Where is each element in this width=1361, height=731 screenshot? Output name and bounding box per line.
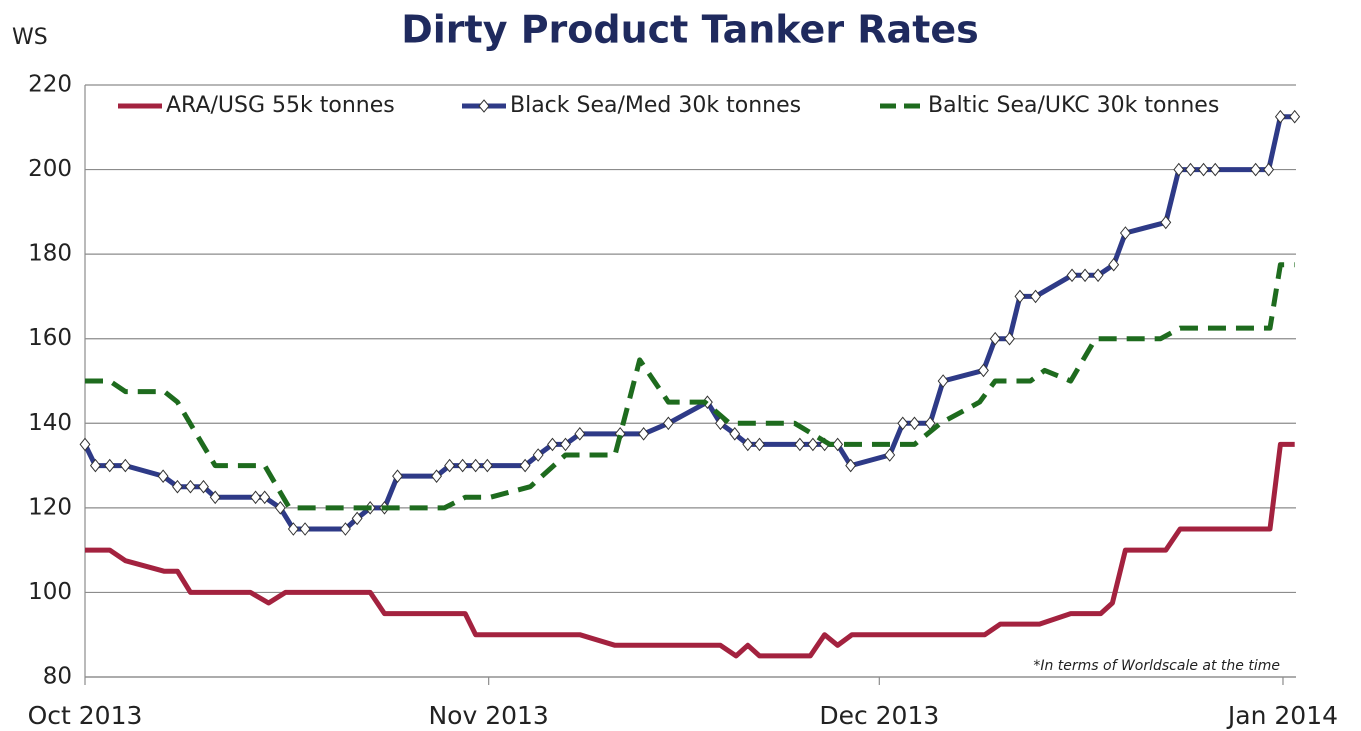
series-line <box>85 262 1295 511</box>
marker <box>1289 109 1301 124</box>
marker <box>1173 162 1185 177</box>
legend-marker <box>478 99 490 113</box>
marker <box>274 501 286 515</box>
marker <box>259 490 271 505</box>
marker <box>1198 162 1209 177</box>
x-tick-label: Jan 2014 <box>1226 701 1338 730</box>
marker <box>807 437 819 452</box>
marker <box>209 490 221 505</box>
marker <box>119 458 131 473</box>
marker <box>574 427 586 441</box>
marker <box>444 458 456 473</box>
marker <box>431 469 443 483</box>
marker <box>662 416 674 431</box>
marker <box>392 469 403 483</box>
legend-label: Baltic Sea/UKC 30k tonnes <box>928 93 1219 118</box>
legend-label: ARA/USG 55k tonnes <box>166 93 395 118</box>
marker <box>1209 162 1221 177</box>
legend-label: Black Sea/Med 30k tonnes <box>510 93 801 118</box>
marker <box>937 374 949 388</box>
marker <box>1119 226 1131 240</box>
marker <box>1079 268 1091 283</box>
marker <box>547 437 558 452</box>
y-axis-label: WS <box>12 25 48 50</box>
marker <box>185 479 196 494</box>
marker <box>1108 257 1120 272</box>
marker <box>638 427 650 441</box>
marker <box>794 437 806 452</box>
marker <box>250 490 262 505</box>
marker <box>457 458 469 473</box>
y-tick-label: 200 <box>28 156 72 182</box>
marker <box>299 522 311 536</box>
marker <box>79 437 91 452</box>
marker <box>481 458 493 473</box>
marker <box>1274 109 1286 124</box>
marker <box>532 448 544 462</box>
y-tick-label: 100 <box>28 579 72 605</box>
marker <box>897 416 909 431</box>
marker <box>909 416 920 431</box>
y-tick-label: 120 <box>28 494 72 520</box>
marker <box>1066 268 1078 283</box>
marker <box>1185 162 1196 177</box>
x-tick-label: Dec 2013 <box>819 701 939 730</box>
marker <box>172 479 183 494</box>
marker <box>845 458 857 473</box>
marker <box>1004 331 1015 346</box>
marker <box>978 363 989 378</box>
marker <box>1263 162 1275 177</box>
marker <box>1160 215 1172 230</box>
y-tick-label: 220 <box>28 72 72 98</box>
marker <box>339 522 351 536</box>
y-tick-label: 180 <box>28 241 72 267</box>
x-tick-label: Nov 2013 <box>428 701 548 730</box>
marker <box>287 522 299 536</box>
x-tick-label: Oct 2013 <box>28 701 143 730</box>
marker <box>470 458 482 473</box>
chart-title: Dirty Product Tanker Rates <box>401 8 979 52</box>
marker <box>729 427 741 441</box>
y-tick-label: 80 <box>43 664 72 690</box>
series-line <box>85 441 1295 659</box>
marker <box>1092 268 1104 283</box>
y-tick-label: 160 <box>28 325 72 351</box>
marker <box>832 437 844 452</box>
marker <box>198 479 209 494</box>
marker <box>89 458 101 473</box>
marker <box>1030 289 1042 304</box>
marker <box>351 511 363 526</box>
marker <box>1014 289 1026 304</box>
marker <box>884 448 896 462</box>
marker <box>157 469 169 483</box>
y-tick-label: 140 <box>28 410 72 436</box>
marker <box>742 437 754 452</box>
marker <box>560 437 571 452</box>
annotation: *In terms of Worldscale at the time <box>1033 658 1280 674</box>
marker <box>1250 162 1262 177</box>
marker <box>989 331 1001 346</box>
marker <box>519 458 531 473</box>
marker <box>754 437 765 452</box>
marker <box>104 458 116 473</box>
